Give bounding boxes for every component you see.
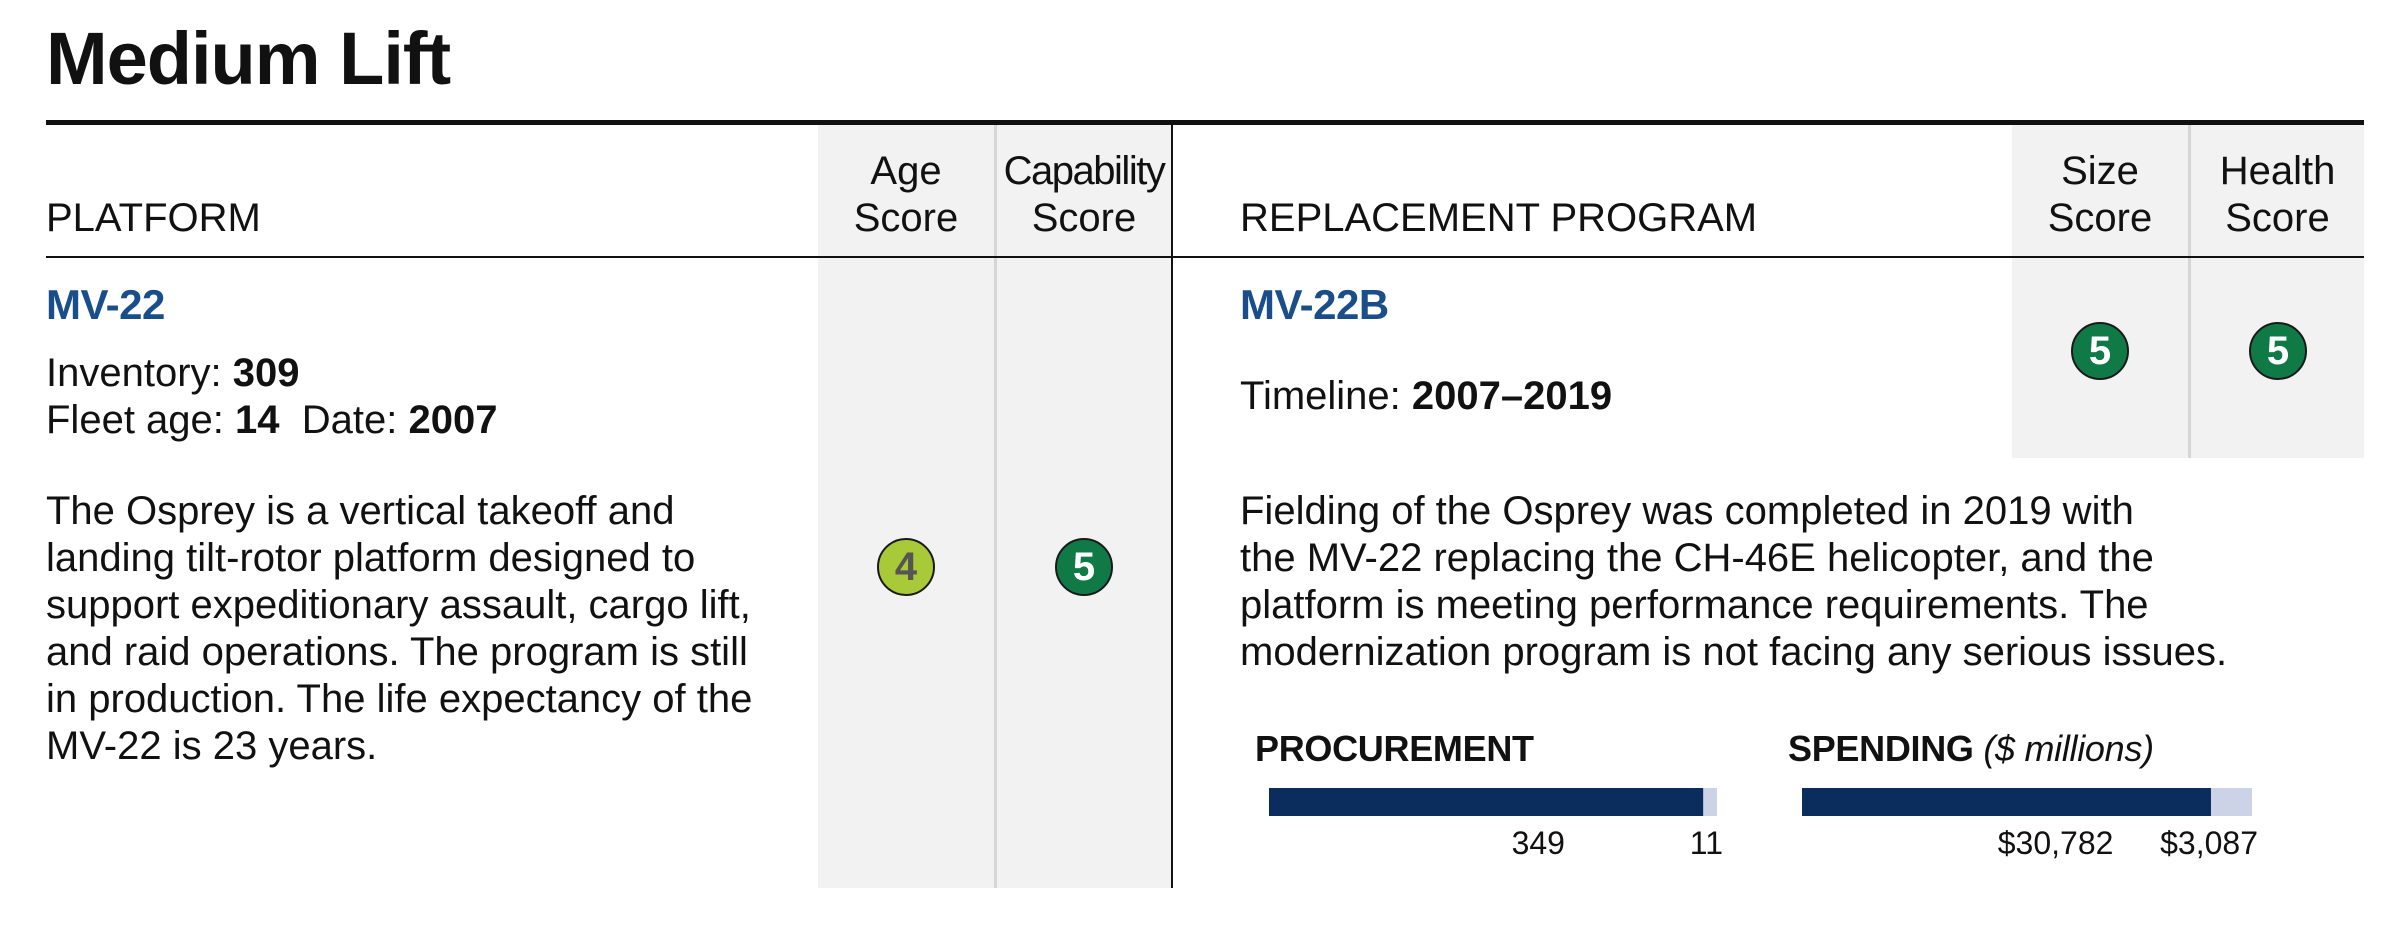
size-score-badge: 5 — [2071, 322, 2129, 380]
size-score-column — [2012, 125, 2188, 458]
platform-inventory: Inventory: 309 — [46, 351, 300, 395]
header-size-score: Size Score — [2047, 149, 2153, 240]
health-score-badge: 5 — [2249, 322, 2307, 380]
capability-score-badge: 5 — [1055, 538, 1113, 596]
title-rule — [46, 120, 2364, 125]
header-capability-score: Capability Score — [1003, 149, 1166, 240]
score-column-divider — [2188, 125, 2191, 458]
age-score-badge: 4 — [877, 538, 935, 596]
platform-description: The Osprey is a vertical takeoff and lan… — [46, 489, 753, 768]
header-replacement-program: REPLACEMENT PROGRAM — [1240, 196, 1758, 240]
bar-value-label-1: $3,087 — [2160, 825, 2258, 861]
bar-value-label-0: $30,782 — [1998, 825, 2114, 861]
bar-segment-0 — [1269, 788, 1704, 816]
capability-score-column — [997, 125, 1171, 888]
spending-chart: $30,782 $3,087 — [1802, 788, 2258, 861]
bar-value-label-1: 11 — [1690, 825, 1723, 861]
bar-segment-1 — [2210, 788, 2252, 816]
bar-value-label-0: 349 — [1512, 825, 1565, 861]
procurement-chart-title: PROCUREMENT — [1255, 728, 1534, 769]
replacement-program-name: MV-22B — [1240, 281, 1389, 328]
bar-segment-1 — [1703, 788, 1717, 816]
section-divider — [1171, 125, 1173, 888]
procurement-chart: 349 11 — [1269, 788, 1723, 861]
header-platform: PLATFORM — [46, 196, 261, 240]
header-health-score: Health Score — [2219, 149, 2336, 240]
spending-chart-title: SPENDING ($ millions) — [1788, 728, 2154, 769]
platform-name: MV-22 — [46, 281, 165, 328]
health-score-column — [2191, 125, 2364, 458]
score-column-divider — [994, 125, 997, 888]
page-title: Medium Lift — [46, 17, 451, 100]
age-score-column — [818, 125, 994, 888]
header-rule — [46, 256, 2364, 258]
replacement-description: Fielding of the Osprey was completed in … — [1240, 489, 2228, 674]
bar-segment-0 — [1802, 788, 2211, 816]
replacement-timeline: Timeline: 2007–2019 — [1240, 374, 1613, 418]
header-age-score: Age Score — [853, 149, 959, 240]
platform-fleet-age: Fleet age: 14 Date: 2007 — [46, 398, 498, 442]
